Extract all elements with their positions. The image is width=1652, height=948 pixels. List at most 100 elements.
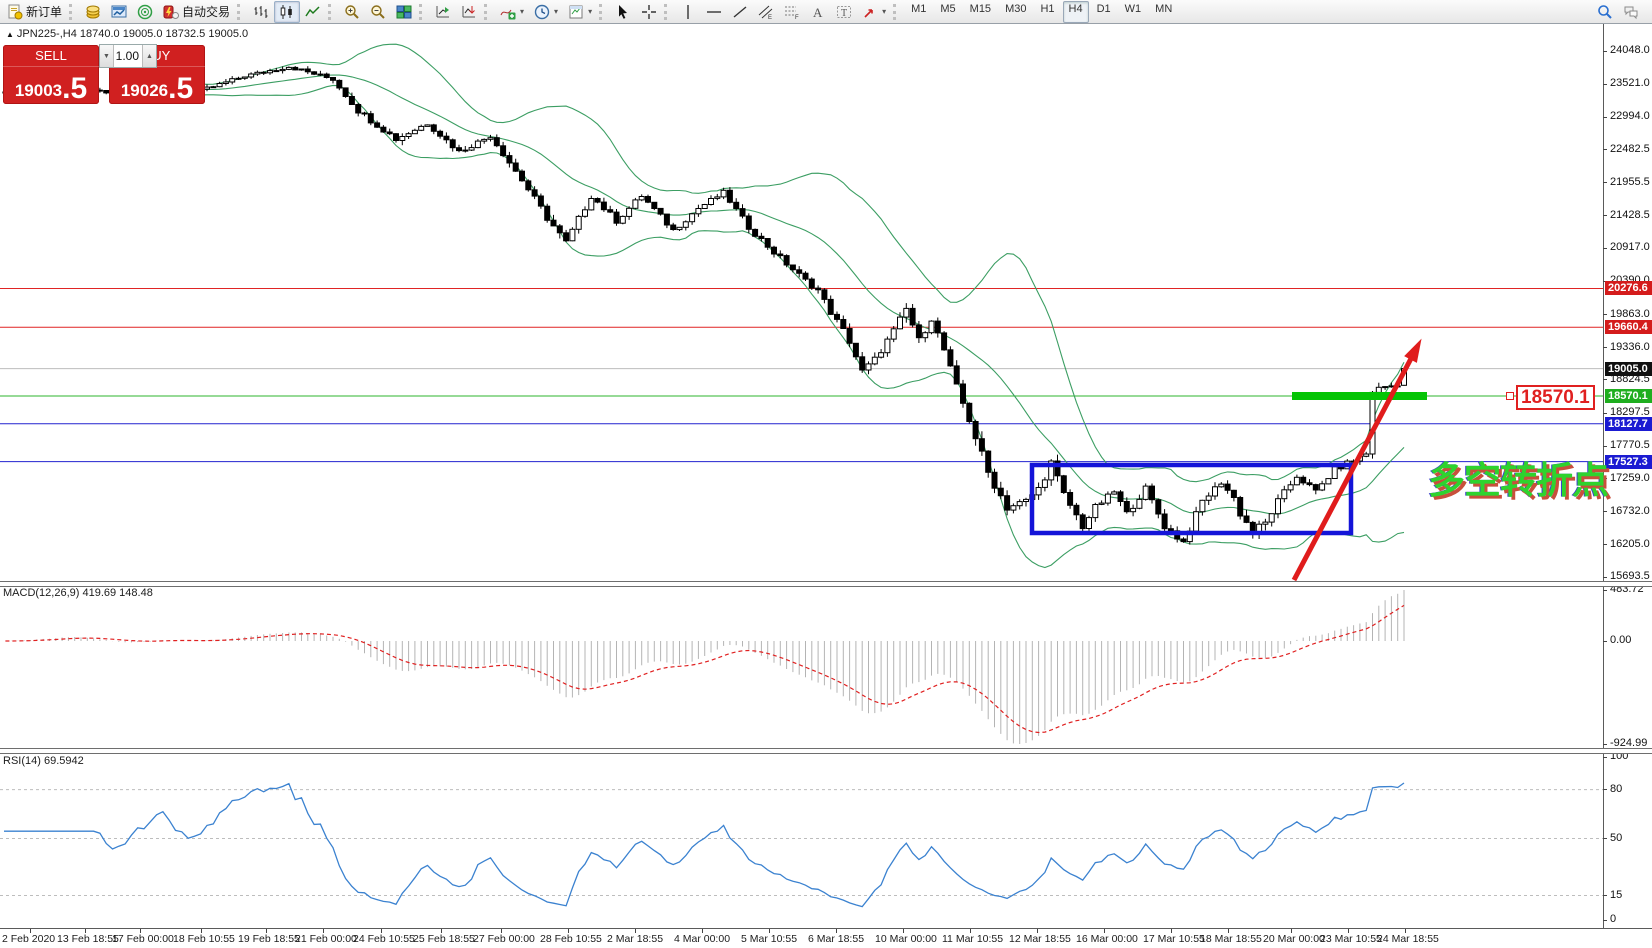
- indicators-button[interactable]: ▾: [495, 1, 529, 23]
- timeframe-button-h4[interactable]: H4: [1062, 0, 1089, 23]
- axis-tick: [1603, 756, 1607, 758]
- tile-windows-icon: [396, 5, 412, 18]
- vertical-line-icon: [687, 4, 689, 19]
- template-icon: [569, 5, 583, 18]
- macd-panel[interactable]: [0, 585, 1603, 748]
- toolbar-grip: [69, 3, 76, 20]
- axis-tick-label: 20917.0: [1610, 241, 1650, 254]
- new-order-label: 新订单: [26, 5, 63, 19]
- text-icon: A: [813, 5, 823, 20]
- axis-tick-label: 21955.5: [1610, 175, 1650, 188]
- text-label-button[interactable]: T: [831, 1, 857, 23]
- time-axis-tick: [441, 929, 442, 933]
- equidistant-channel-icon: E: [758, 5, 773, 20]
- history-center-button[interactable]: [80, 1, 106, 23]
- timeframe-button-d1[interactable]: D1: [1096, 2, 1111, 15]
- volume-input[interactable]: 1.00: [115, 49, 139, 63]
- price-chart[interactable]: [0, 24, 1603, 581]
- line-chart-button[interactable]: [300, 1, 326, 23]
- template-button[interactable]: ▾: [563, 1, 597, 23]
- chinese-annotation-text: 多空转折点: [1428, 460, 1609, 501]
- panel-separator[interactable]: [0, 748, 1652, 754]
- price-tag: 18127.7: [1605, 416, 1652, 431]
- candlestick-chart-button[interactable]: [274, 0, 301, 23]
- axis-tick: [1603, 743, 1607, 745]
- time-axis-label: 5 Mar 10:55: [741, 933, 798, 945]
- price-callout-label: 18570.1: [1516, 385, 1595, 410]
- axis-tick: [1603, 215, 1607, 217]
- arrows-button[interactable]: ▾: [857, 1, 891, 23]
- time-axis-tick: [381, 929, 382, 933]
- axis-tick: [1603, 576, 1607, 578]
- search-button[interactable]: [1592, 1, 1618, 23]
- time-axis-label: 28 Feb 10:55: [540, 933, 602, 945]
- axis-tick-label: 18297.5: [1610, 406, 1650, 419]
- axis-tick-label: 19863.0: [1610, 307, 1650, 320]
- market-watch-button[interactable]: [132, 1, 158, 23]
- trendline-button[interactable]: [727, 1, 753, 23]
- axis-tick: [1603, 182, 1607, 184]
- channel-button[interactable]: E: [753, 1, 779, 23]
- chart-shift-icon: [462, 5, 476, 17]
- volume-increase-button[interactable]: ▲: [142, 45, 156, 67]
- bar-chart-button[interactable]: [248, 1, 274, 23]
- axis-tick: [1603, 544, 1607, 546]
- auto-scroll-button[interactable]: [430, 1, 456, 23]
- zoom-out-icon: [371, 4, 385, 19]
- text-button[interactable]: A: [805, 1, 831, 23]
- time-axis-label: 27 Feb 00:00: [473, 933, 535, 945]
- autotrading-label: 自动交易: [182, 5, 231, 19]
- timeframe-button-m30[interactable]: M30: [1005, 2, 1027, 15]
- timeframe-button-m15[interactable]: M15: [969, 2, 992, 15]
- timeframe-button-h1[interactable]: H1: [1040, 2, 1055, 15]
- axis-tick: [1603, 789, 1607, 791]
- tile-windows-button[interactable]: [391, 1, 417, 23]
- time-axis-tick: [635, 929, 636, 933]
- horizontal-line-icon: [707, 10, 722, 13]
- panel-separator[interactable]: [0, 581, 1652, 587]
- zoom-out-button[interactable]: [365, 1, 391, 23]
- time-axis-label: 21 Feb 00:00: [295, 933, 357, 945]
- dropdown-caret: ▾: [882, 7, 887, 16]
- svg-text:F: F: [795, 15, 799, 20]
- cursor-button[interactable]: [610, 1, 636, 23]
- toolbar-grip: [664, 3, 671, 20]
- timeframe-button-w1[interactable]: W1: [1124, 2, 1142, 15]
- zoom-in-icon: [345, 4, 359, 19]
- bar-chart-icon: [254, 5, 268, 18]
- profiles-icon: [111, 5, 127, 17]
- autotrading-button[interactable]: 自动交易: [158, 1, 235, 23]
- horizontal-line-button[interactable]: [701, 1, 727, 23]
- volume-decrease-button[interactable]: ▼: [100, 45, 114, 67]
- axis-tick-label: 16732.0: [1610, 504, 1650, 517]
- axis-tick: [1603, 347, 1607, 349]
- axis-tick: [1603, 919, 1607, 921]
- crosshair-button[interactable]: [636, 1, 662, 23]
- chat-button[interactable]: [1618, 1, 1644, 23]
- new-order-button[interactable]: 新订单: [2, 1, 67, 23]
- axis-tick-label: 24048.0: [1610, 44, 1650, 56]
- time-axis-label: 17 Feb 00:00: [112, 933, 174, 945]
- fibonacci-button[interactable]: F: [779, 1, 805, 23]
- zoom-in-button[interactable]: [339, 1, 365, 23]
- time-axis-tick: [1291, 929, 1292, 933]
- timeframe-button-m1[interactable]: M1: [911, 2, 927, 15]
- time-axis-tick: [1104, 929, 1105, 933]
- period-button[interactable]: ▾: [529, 1, 563, 23]
- time-axis-tick: [1171, 929, 1172, 933]
- axis-tick-label: 18824.5: [1610, 372, 1650, 385]
- sell-button[interactable]: SELL 19003.5: [3, 45, 99, 104]
- buy-price-main: 19026: [120, 81, 169, 100]
- timeframe-button-mn[interactable]: MN: [1155, 2, 1173, 15]
- vertical-line-button[interactable]: [675, 1, 701, 23]
- rsi-panel[interactable]: [0, 752, 1603, 928]
- time-axis-label: 11 Mar 10:55: [942, 933, 1004, 945]
- timeframe-button-m5[interactable]: M5: [940, 2, 956, 15]
- svg-text:E: E: [768, 15, 772, 20]
- profiles-button[interactable]: [106, 1, 132, 23]
- time-axis-tick: [903, 929, 904, 933]
- axis-tick: [1603, 83, 1607, 85]
- axis-tick-label: 17259.0: [1610, 471, 1650, 484]
- chart-shift-button[interactable]: [456, 1, 482, 23]
- time-axis[interactable]: 2 Feb 2020 13 Feb 18:55 17 Feb 00:00 18 Feb…: [0, 929, 1652, 948]
